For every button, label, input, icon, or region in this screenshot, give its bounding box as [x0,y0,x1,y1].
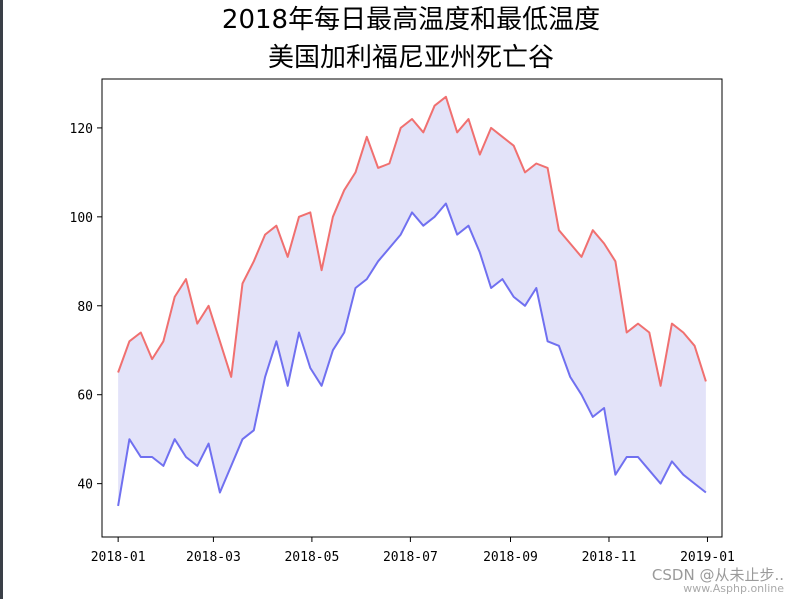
x-axis: 2018-01 2018-03 2018-05 2018-07 2018-09 2018-… [91,537,735,565]
window-edge-strip [0,0,3,599]
x-tick-label: 2018-01 [91,550,146,565]
watermark: CSDN @从未止步.. www.Asphp.online [651,565,784,596]
chart-title-line2: 美国加利福尼亚州死亡谷 [268,43,554,73]
y-tick-label: 80 [77,300,93,315]
x-tick-label: 2018-07 [383,550,438,565]
y-tick-label: 100 [70,211,93,226]
plot-frame [101,78,723,538]
x-tick-label: 2018-11 [582,550,637,565]
y-tick-label: 40 [77,478,93,493]
series-line-low [117,202,707,507]
y-tick-label: 120 [70,122,93,137]
series-line-high [117,95,707,387]
x-tick-label: 2018-05 [284,550,339,565]
watermark-site: www.Asphp.online [683,582,784,596]
temperature-range-fill [118,96,706,506]
y-tick-label: 60 [77,389,93,404]
x-tick-label: 2019-01 [680,550,735,565]
series-layer [117,95,707,507]
x-tick-label: 2018-09 [483,550,538,565]
watermark-csdn: CSDN @从未止步.. [651,565,784,584]
chart-title-line1: 2018年每日最高温度和最低温度 [222,5,600,35]
x-tick-label: 2018-03 [186,550,241,565]
y-axis: 40 60 80 100 120 [70,122,102,493]
